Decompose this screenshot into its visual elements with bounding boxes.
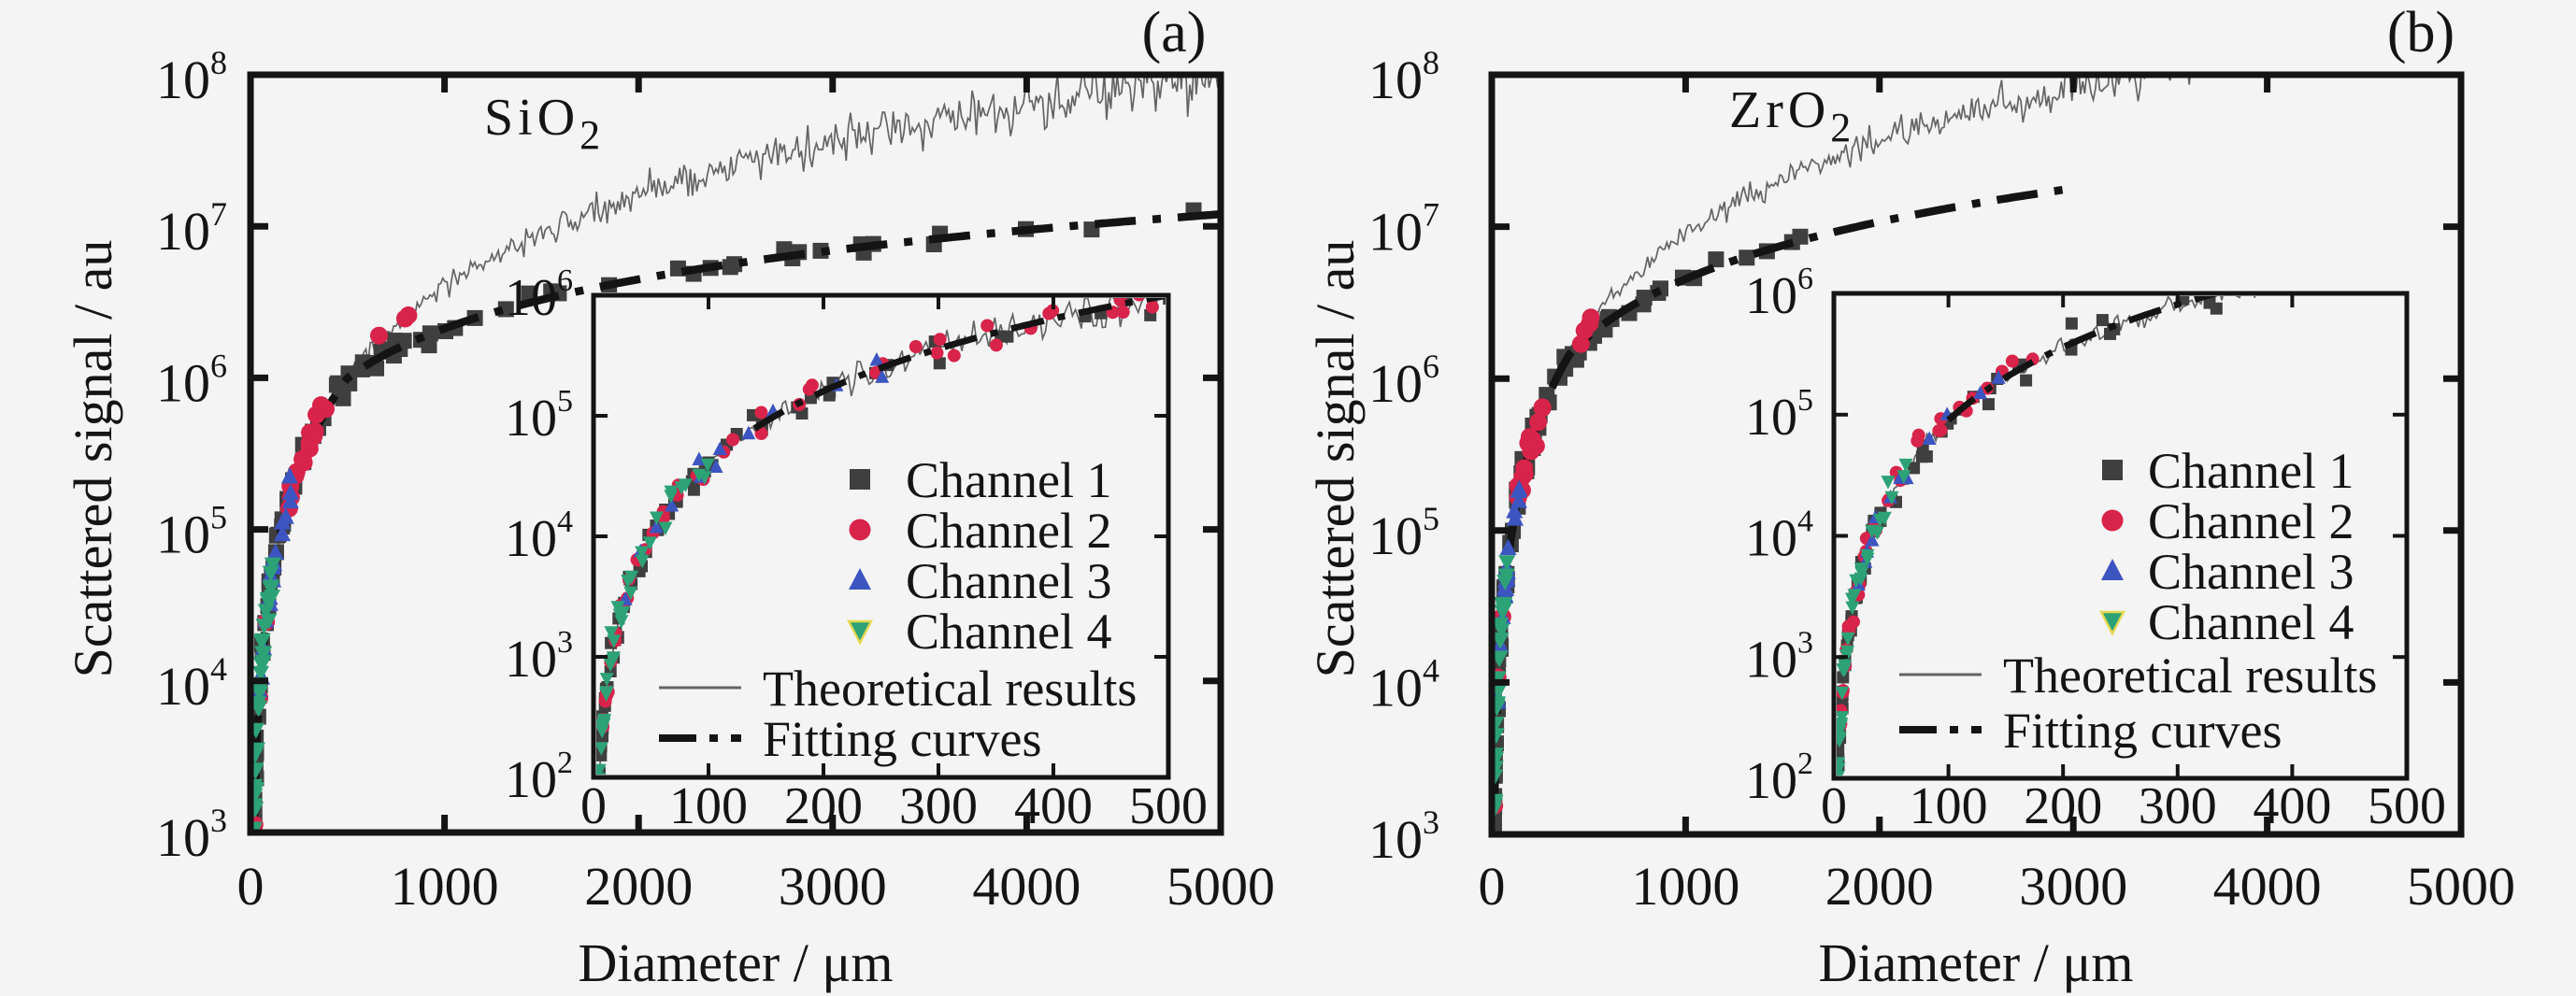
- svg-text:104: 104: [1368, 651, 1439, 718]
- svg-text:0: 0: [580, 777, 607, 835]
- svg-text:4000: 4000: [972, 856, 1080, 917]
- svg-text:104: 104: [156, 650, 227, 717]
- svg-text:Channel 3: Channel 3: [2148, 544, 2354, 600]
- svg-text:Fitting curves: Fitting curves: [763, 711, 1041, 767]
- svg-text:0: 0: [1821, 777, 1847, 835]
- svg-text:Theoretical results: Theoretical results: [2003, 647, 2377, 704]
- svg-text:Channel 2: Channel 2: [906, 503, 1111, 559]
- svg-text:0: 0: [1479, 856, 1506, 917]
- svg-text:2000: 2000: [1825, 856, 1934, 917]
- svg-text:Channel 1: Channel 1: [906, 452, 1111, 508]
- svg-text:300: 300: [2139, 777, 2217, 835]
- svg-text:400: 400: [1014, 777, 1093, 835]
- svg-text:Scattered signal / au: Scattered signal / au: [63, 240, 123, 678]
- svg-text:Diameter / μm: Diameter / μm: [578, 932, 893, 993]
- svg-text:Fitting curves: Fitting curves: [2003, 703, 2282, 759]
- svg-text:105: 105: [1745, 383, 1813, 447]
- svg-text:Channel 1: Channel 1: [2148, 443, 2354, 499]
- svg-text:4000: 4000: [2213, 856, 2322, 917]
- svg-text:Scattered signal / au: Scattered signal / au: [1305, 240, 1366, 678]
- svg-text:5000: 5000: [1166, 856, 1275, 917]
- svg-text:(a): (a): [1142, 1, 1207, 64]
- svg-text:200: 200: [2024, 777, 2102, 835]
- svg-text:1000: 1000: [391, 856, 499, 917]
- svg-text:500: 500: [2368, 777, 2446, 835]
- svg-text:100: 100: [669, 777, 748, 835]
- svg-text:Theoretical results: Theoretical results: [763, 661, 1137, 717]
- svg-text:103: 103: [1745, 625, 1813, 689]
- svg-text:1000: 1000: [1631, 856, 1739, 917]
- svg-text:100: 100: [1910, 777, 1988, 835]
- svg-text:300: 300: [899, 777, 978, 835]
- svg-text:3000: 3000: [779, 856, 887, 917]
- svg-text:2000: 2000: [584, 856, 693, 917]
- svg-text:Channel 4: Channel 4: [2148, 594, 2354, 650]
- svg-text:Diameter / μm: Diameter / μm: [1818, 932, 2133, 993]
- svg-text:400: 400: [2253, 777, 2331, 835]
- svg-text:5000: 5000: [2407, 856, 2515, 917]
- svg-text:Channel 4: Channel 4: [906, 604, 1111, 660]
- svg-text:102: 102: [505, 746, 573, 809]
- svg-text:Channel 2: Channel 2: [2148, 493, 2354, 549]
- svg-text:3000: 3000: [2019, 856, 2127, 917]
- svg-text:Channel 3: Channel 3: [906, 553, 1111, 609]
- svg-text:500: 500: [1129, 777, 1208, 835]
- svg-text:0: 0: [237, 856, 265, 917]
- svg-text:200: 200: [784, 777, 863, 835]
- svg-text:(b): (b): [2387, 1, 2454, 64]
